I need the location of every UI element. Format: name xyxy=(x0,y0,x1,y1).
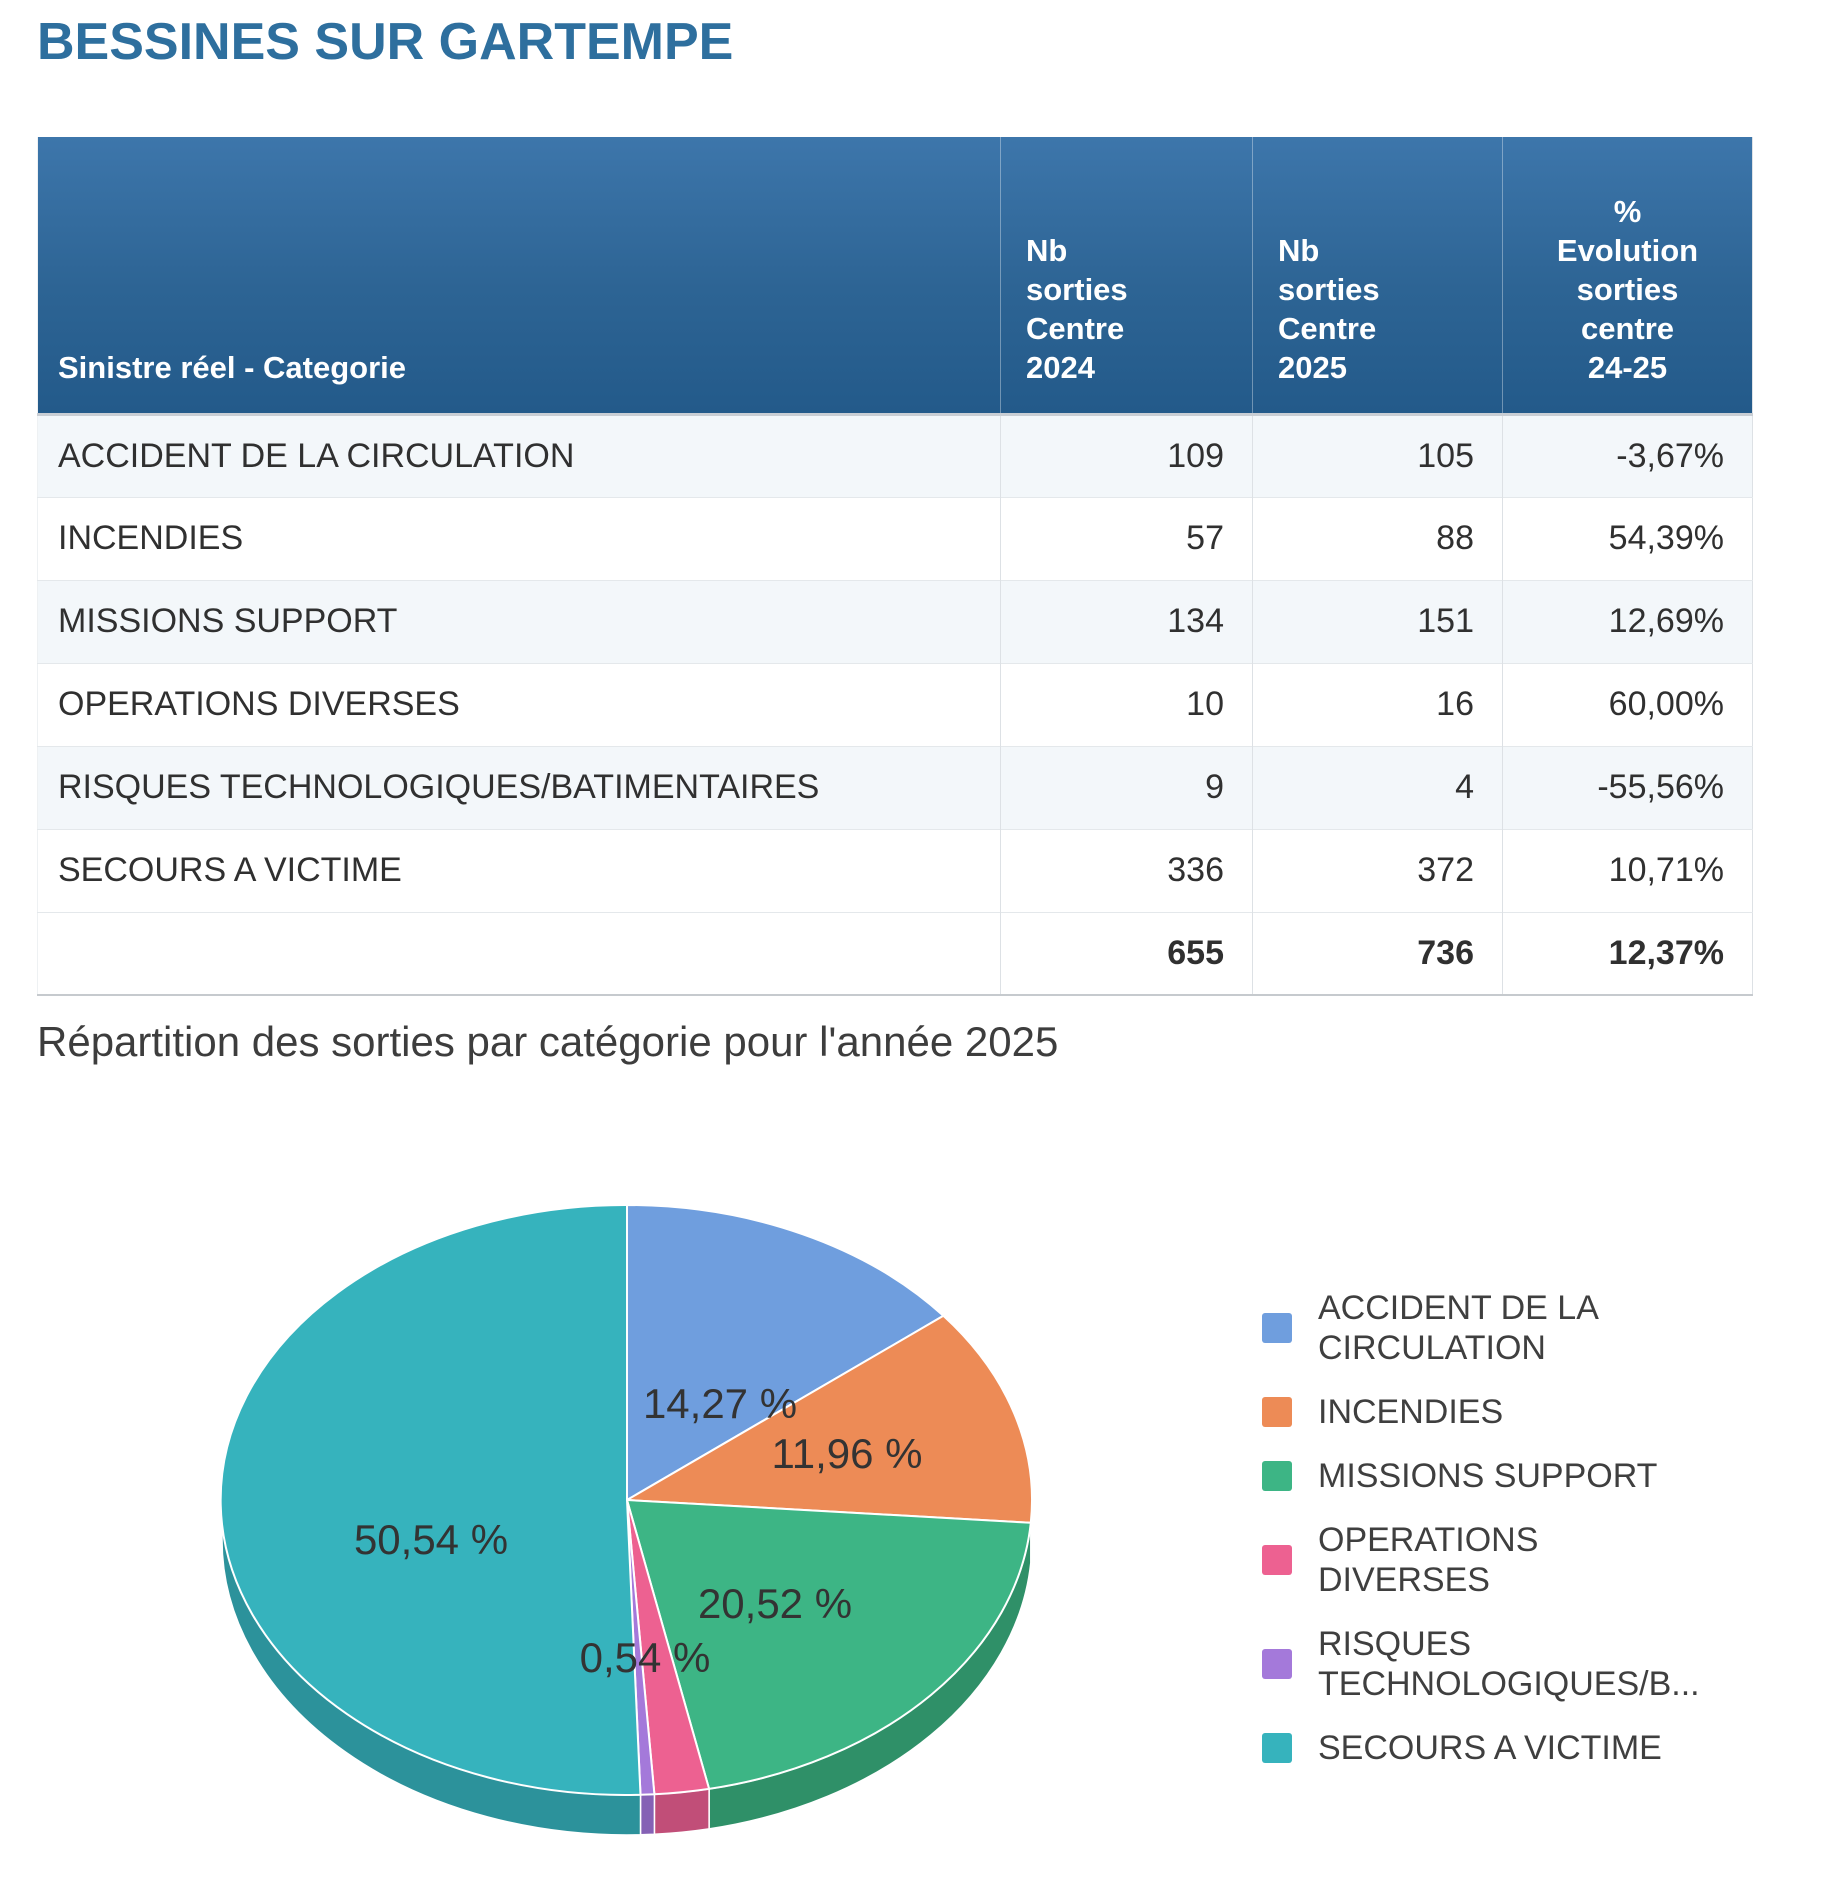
legend-item-risques-technologiques[interactable]: RISQUES TECHNOLOGIQUES/B... xyxy=(1262,1624,1742,1704)
chart-title: Répartition des sorties par catégorie po… xyxy=(37,1018,1059,1065)
pie-chart: 14,27 % 11,96 % 20,52 % 0,54 % 50,54 % xyxy=(217,1200,1037,1860)
cell-2024: 10 xyxy=(1000,662,1253,746)
cell-category: MISSIONS SUPPORT xyxy=(37,579,1001,663)
cell-2025: 151 xyxy=(1252,579,1503,663)
column-header-2025: Nb sorties Centre 2025 xyxy=(1252,137,1503,416)
pie-rim-group xyxy=(221,1499,1033,1836)
legend-item-accident-circulation[interactable]: ACCIDENT DE LA CIRCULATION xyxy=(1262,1288,1742,1368)
pie-slice-accident-circulation[interactable] xyxy=(626,1204,945,1501)
cell-category: INCENDIES xyxy=(37,496,1001,580)
page-title: BESSINES SUR GARTEMPE xyxy=(37,13,734,71)
legend-swatch-missions xyxy=(1262,1461,1292,1491)
column-header-evolution: % Evolution sorties centre 24-25 xyxy=(1502,137,1753,416)
legend-swatch-accident xyxy=(1262,1313,1292,1343)
pie-label-secours: 50,54 % xyxy=(354,1516,508,1563)
legend-swatch-secours xyxy=(1262,1733,1292,1763)
cell-total-2024: 655 xyxy=(1000,911,1253,995)
pie-rim-risques-technologiques xyxy=(639,1793,656,1836)
cell-evolution: 12,69% xyxy=(1502,579,1753,663)
cell-2024: 9 xyxy=(1000,745,1253,829)
pie-slice-incendies[interactable] xyxy=(626,1314,1034,1524)
legend-item-incendies[interactable]: INCENDIES xyxy=(1262,1392,1742,1432)
legend-swatch-risques xyxy=(1262,1649,1292,1679)
cell-category: ACCIDENT DE LA CIRCULATION xyxy=(37,414,1001,497)
column-header-category: Sinistre réel - Categorie xyxy=(37,137,1001,416)
pie-label-incendies: 11,96 % xyxy=(772,1430,923,1477)
cell-category xyxy=(37,911,1001,995)
cell-category: SECOURS A VICTIME xyxy=(37,828,1001,912)
legend-item-operations-diverses[interactable]: OPERATIONS DIVERSES xyxy=(1262,1520,1742,1600)
table-row: INCENDIES 57 88 54,39% xyxy=(37,496,1753,580)
column-header-2024: Nb sorties Centre 2024 xyxy=(1000,137,1253,416)
pie-label-risques: 0,54 % xyxy=(580,1634,711,1681)
pie-chart-svg: 14,27 % 11,96 % 20,52 % 0,54 % 50,54 % xyxy=(219,1203,1034,1836)
table-row: ACCIDENT DE LA CIRCULATION 109 105 -3,67… xyxy=(37,414,1753,497)
legend-label: ACCIDENT DE LA CIRCULATION xyxy=(1318,1289,1599,1367)
cell-total-2025: 736 xyxy=(1252,911,1503,995)
cell-evolution: 10,71% xyxy=(1502,828,1753,912)
sorties-table: Sinistre réel - Categorie Nb sorties Cen… xyxy=(37,137,1753,996)
cell-2024: 109 xyxy=(1000,414,1253,497)
pie-labels-group: 14,27 % 11,96 % 20,52 % 0,54 % 50,54 % xyxy=(354,1380,923,1681)
legend-label: RISQUES TECHNOLOGIQUES/B... xyxy=(1318,1625,1700,1703)
cell-category: OPERATIONS DIVERSES xyxy=(37,662,1001,746)
pie-slices-group xyxy=(219,1203,1034,1796)
cell-2024: 57 xyxy=(1000,496,1253,580)
legend-item-missions-support[interactable]: MISSIONS SUPPORT xyxy=(1262,1456,1742,1496)
legend-swatch-incendies xyxy=(1262,1397,1292,1427)
cell-evolution: -55,56% xyxy=(1502,745,1753,829)
cell-2025: 105 xyxy=(1252,414,1503,497)
cell-2025: 88 xyxy=(1252,496,1503,580)
legend-label: INCENDIES xyxy=(1318,1393,1504,1431)
cell-evolution: 54,39% xyxy=(1502,496,1753,580)
legend-item-secours-a-victime[interactable]: SECOURS A VICTIME xyxy=(1262,1728,1742,1768)
cell-evolution: -3,67% xyxy=(1502,414,1753,497)
cell-2025: 372 xyxy=(1252,828,1503,912)
pie-rim-operations-diverses xyxy=(653,1788,710,1836)
pie-label-accident: 14,27 % xyxy=(643,1380,797,1427)
table-row: MISSIONS SUPPORT 134 151 12,69% xyxy=(37,579,1753,663)
cell-category: RISQUES TECHNOLOGIQUES/BATIMENTAIRES xyxy=(37,745,1001,829)
cell-2024: 134 xyxy=(1000,579,1253,663)
table-total-row: 655 736 12,37% xyxy=(37,911,1753,995)
pie-slice-missions-support[interactable] xyxy=(626,1499,1032,1790)
cell-evolution: 60,00% xyxy=(1502,662,1753,746)
table-row: OPERATIONS DIVERSES 10 16 60,00% xyxy=(37,662,1753,746)
cell-total-evolution: 12,37% xyxy=(1502,911,1753,995)
legend-label: MISSIONS SUPPORT xyxy=(1318,1457,1658,1495)
legend-label: SECOURS A VICTIME xyxy=(1318,1729,1662,1767)
cell-2024: 336 xyxy=(1000,828,1253,912)
legend-swatch-operations xyxy=(1262,1545,1292,1575)
table-header: Sinistre réel - Categorie Nb sorties Cen… xyxy=(37,137,1753,416)
cell-2025: 16 xyxy=(1252,662,1503,746)
legend-label: OPERATIONS DIVERSES xyxy=(1318,1521,1539,1599)
pie-slice-secours-a-victime[interactable] xyxy=(219,1203,642,1796)
pie-label-missions: 20,52 % xyxy=(698,1580,852,1627)
chart-legend: ACCIDENT DE LA CIRCULATION INCENDIES MIS… xyxy=(1262,1288,1742,1768)
table-row: RISQUES TECHNOLOGIQUES/BATIMENTAIRES 9 4… xyxy=(37,745,1753,829)
cell-2025: 4 xyxy=(1252,745,1503,829)
table-row: SECOURS A VICTIME 336 372 10,71% xyxy=(37,828,1753,912)
